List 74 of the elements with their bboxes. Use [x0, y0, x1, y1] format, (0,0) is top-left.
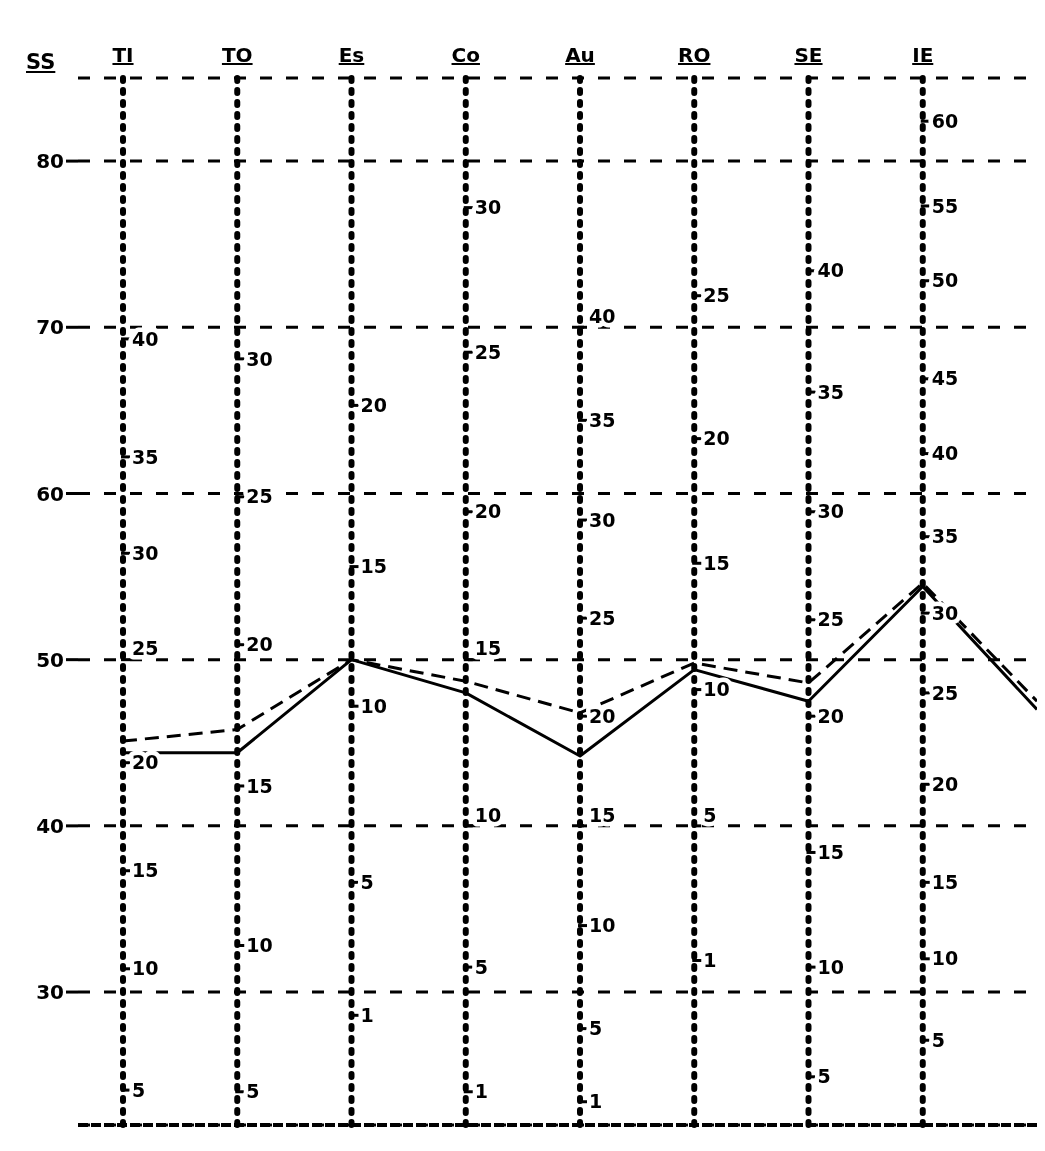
y-tick-label: 40 — [36, 813, 64, 838]
annotation: 55 — [931, 194, 959, 217]
annotation: 25 — [132, 637, 159, 660]
annotation: 30 — [132, 541, 159, 564]
x-tick-label: Es — [338, 43, 365, 67]
annotation: 25 — [474, 340, 502, 363]
annotation: 5 — [360, 871, 374, 894]
annotation: 30 — [246, 347, 273, 370]
annotation: 15 — [589, 803, 616, 826]
annotation: 1 — [360, 1003, 374, 1026]
x-tick-label: SE — [794, 43, 823, 67]
annotation: 35 — [931, 525, 959, 548]
x-tick-label: TO — [221, 43, 253, 67]
annotation: 5 — [132, 1078, 146, 1101]
annotation: 60 — [931, 109, 959, 132]
annotation: 20 — [589, 704, 616, 727]
annotation: 20 — [474, 500, 502, 523]
annotation: 35 — [132, 445, 159, 468]
y-tick-label: 70 — [36, 315, 64, 340]
annotation: 5 — [703, 803, 717, 826]
annotation: 10 — [360, 694, 387, 717]
annotation: 10 — [931, 947, 959, 970]
annotation: 5 — [589, 1017, 603, 1040]
annotation: 40 — [817, 259, 844, 282]
annotation: 40 — [931, 442, 959, 465]
annotation: 1 — [589, 1090, 603, 1113]
x-tick-label: IE — [912, 43, 934, 67]
annotation: 15 — [703, 551, 730, 574]
annotation: 25 — [589, 606, 616, 629]
annotation: 10 — [817, 955, 844, 978]
annotation: 35 — [817, 380, 844, 403]
annotation: 20 — [817, 704, 844, 727]
annotation: 30 — [589, 508, 616, 531]
annotation: 35 — [589, 409, 616, 431]
annotation: 45 — [931, 367, 959, 390]
annotation: 5 — [474, 955, 488, 978]
annotation: 20 — [132, 751, 159, 774]
annotation: 15 — [132, 859, 159, 882]
annotation: 5 — [817, 1065, 831, 1088]
annotation: 10 — [589, 914, 616, 937]
annotation: 30 — [474, 196, 502, 219]
x-tick-label: RO — [678, 43, 711, 67]
annotation: 1 — [703, 949, 717, 972]
annotation: 40 — [589, 304, 616, 327]
annotation: 15 — [474, 637, 502, 660]
annotation: 40 — [132, 327, 159, 350]
annotation: 25 — [817, 608, 844, 631]
annotation: 15 — [360, 555, 387, 578]
y-tick-label: 60 — [36, 481, 64, 506]
annotation: 5 — [246, 1080, 260, 1103]
y-tick-label: 50 — [36, 647, 64, 672]
annotation: 10 — [474, 803, 502, 826]
annotation: 20 — [360, 394, 387, 417]
x-tick-label: Au — [565, 43, 595, 67]
x-tick-label: Co — [451, 43, 480, 67]
annotation: 1 — [474, 1080, 488, 1103]
annotation: 5 — [931, 1028, 945, 1051]
x-tick-label: TI — [112, 43, 134, 67]
y-tick-label: 80 — [36, 149, 64, 174]
annotation: 30 — [817, 500, 844, 523]
y-tick-label: 30 — [36, 980, 64, 1005]
annotation: 15 — [931, 871, 959, 894]
annotation: 25 — [931, 681, 959, 704]
annotation: 20 — [246, 633, 273, 656]
annotation: 25 — [703, 284, 730, 307]
annotation: 15 — [246, 774, 273, 797]
annotation: 10 — [132, 957, 159, 980]
annotation: 10 — [703, 678, 730, 701]
annotation: 20 — [703, 427, 730, 450]
annotation: 10 — [246, 934, 273, 957]
y-axis-title: SS — [26, 50, 56, 74]
annotation: 15 — [817, 841, 844, 864]
annotation: 20 — [931, 772, 959, 795]
annotation: 50 — [931, 269, 959, 292]
